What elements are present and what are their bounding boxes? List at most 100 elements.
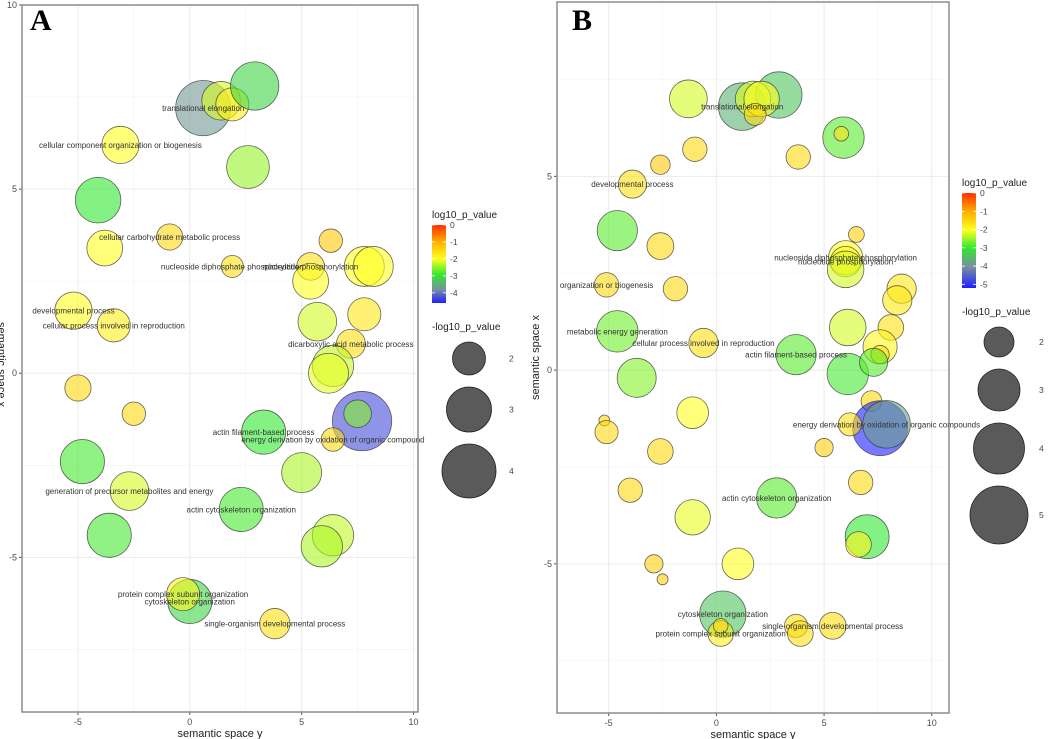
bubble-point[interactable] [281, 452, 323, 494]
go-term-label: translational elongation [701, 103, 783, 112]
bubble-point[interactable] [674, 499, 711, 536]
bubble-point[interactable] [226, 145, 270, 189]
go-term-label: energy derivation by oxidation of organi… [793, 420, 980, 429]
bubble-point[interactable] [156, 223, 184, 251]
plot-frame [21, 4, 419, 713]
go-term-label: organization or biogenesis [560, 281, 653, 290]
bubble-point[interactable] [848, 469, 874, 496]
bubble-point[interactable] [743, 102, 767, 126]
bubble-point[interactable] [712, 618, 729, 634]
bubble-point[interactable] [617, 477, 643, 503]
bubble-point[interactable] [676, 396, 709, 429]
go-term-label: protein complex subunit organization [656, 630, 786, 639]
bubble-point[interactable] [829, 308, 867, 347]
go-term-label: developmental process [32, 307, 114, 316]
bubble-point[interactable] [650, 154, 671, 175]
bubble-point[interactable] [644, 554, 664, 574]
size-legend-label: 2 [1039, 337, 1044, 347]
bubble-point[interactable] [862, 400, 911, 449]
bubble-point[interactable] [220, 255, 244, 278]
bubble-point[interactable] [320, 427, 346, 452]
bubble-point[interactable] [308, 352, 349, 394]
bubble-point[interactable] [352, 246, 394, 287]
bubble-point[interactable] [96, 308, 131, 343]
go-term-label: actin cytoskeleton organization [187, 505, 296, 514]
panel-letter: A [30, 4, 52, 37]
bubble-point[interactable] [297, 301, 338, 342]
bubble-point[interactable] [616, 357, 657, 398]
bubble-point[interactable] [662, 276, 689, 302]
bubble-point[interactable] [241, 409, 287, 455]
x-tick-label: 10 [409, 717, 419, 727]
x-tick-label: 5 [299, 717, 304, 727]
bubble-point[interactable] [594, 420, 619, 445]
bubble-point[interactable] [721, 547, 755, 581]
bubble-point[interactable] [688, 327, 719, 359]
x-tick-label: -5 [605, 718, 613, 728]
bubble-point[interactable] [859, 347, 889, 377]
color-legend-label: 0 [450, 220, 455, 230]
bubble-point[interactable] [86, 512, 132, 558]
bubble-point[interactable] [656, 573, 669, 586]
bubble-point[interactable] [230, 61, 280, 111]
x-tick-label: 0 [187, 717, 192, 727]
bubble-point[interactable] [166, 577, 201, 612]
bubble-point[interactable] [837, 412, 862, 437]
bubble-point[interactable] [343, 399, 372, 428]
size-legend-title: -log10_p_value [962, 307, 1031, 318]
go-term-label: nucleoside diphosphate phosphorylation [774, 254, 917, 263]
color-legend-label: -2 [980, 225, 988, 235]
bubble-point[interactable] [756, 477, 798, 519]
bubble-point[interactable] [121, 401, 146, 426]
y-tick-label: -5 [9, 552, 17, 562]
go-term-label: translational elongation [162, 104, 244, 113]
bubble-point[interactable] [814, 438, 834, 458]
go-term-label: single-organism developmental process [762, 622, 903, 631]
bubble-point[interactable] [669, 79, 708, 119]
color-legend-label: -4 [450, 288, 458, 298]
y-tick-label: 10 [7, 0, 17, 10]
bubble-point[interactable] [101, 125, 140, 164]
bubble-point[interactable] [848, 226, 865, 243]
go-term-label: cellular carbohydrate metabolic process [99, 233, 240, 242]
bubble-point[interactable] [64, 374, 92, 402]
bubble-point[interactable] [818, 612, 847, 640]
bubble-point[interactable] [292, 262, 329, 300]
bubble-point[interactable] [833, 126, 850, 142]
bubble-point[interactable] [647, 438, 674, 465]
bubble-point[interactable] [59, 439, 105, 485]
bubble-point[interactable] [785, 144, 811, 170]
bubble-point[interactable] [682, 136, 708, 162]
size-legend-circle [452, 341, 486, 376]
bubble-point[interactable] [787, 620, 814, 647]
bubble-point[interactable] [646, 232, 675, 260]
bubble-point[interactable] [86, 229, 124, 267]
bubble-point[interactable] [882, 285, 913, 316]
color-legend-label: -2 [450, 254, 458, 264]
bubble-point[interactable] [845, 531, 872, 558]
size-legend-label: 2 [509, 354, 514, 364]
x-tick-label: 5 [822, 718, 827, 728]
y-axis-title: semantic space x [530, 315, 542, 400]
bubble-point[interactable] [596, 210, 638, 252]
bubble-point[interactable] [259, 608, 291, 640]
plot-frame [556, 1, 950, 714]
bubble-point[interactable] [300, 525, 343, 568]
bubble-point[interactable] [775, 334, 817, 376]
bubble-point[interactable] [109, 471, 150, 511]
bubble-point[interactable] [826, 250, 865, 289]
size-legend-label: 3 [509, 405, 514, 415]
panel-letter: B [572, 4, 592, 37]
bubble-point[interactable] [593, 272, 620, 298]
bubble-point[interactable] [54, 291, 93, 330]
size-legend-circle [977, 368, 1021, 412]
bubble-point[interactable] [318, 228, 343, 253]
bubble-point[interactable] [617, 169, 647, 199]
bubble-point[interactable] [74, 176, 122, 224]
y-tick-label: 0 [12, 368, 17, 378]
bubble-point[interactable] [596, 310, 639, 353]
color-legend-label: -5 [980, 279, 988, 289]
size-legend-circle [969, 485, 1029, 545]
bubble-point[interactable] [218, 486, 264, 532]
bubble-point[interactable] [347, 297, 382, 332]
